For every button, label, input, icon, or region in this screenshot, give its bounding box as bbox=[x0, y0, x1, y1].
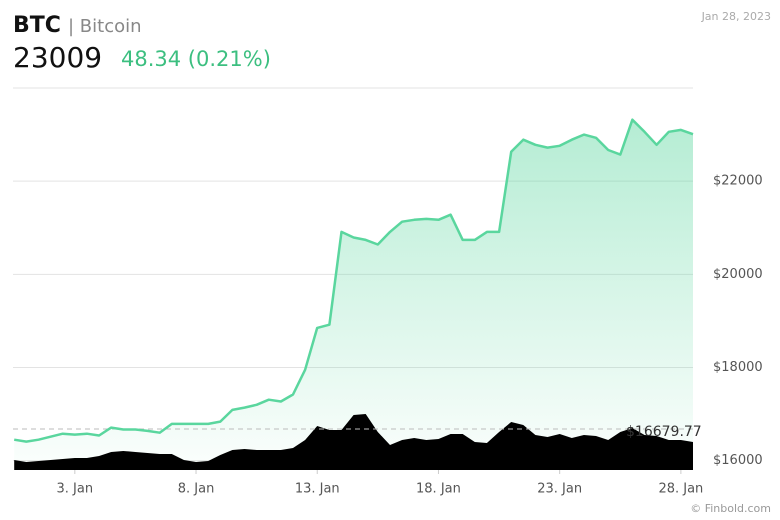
date: Jan 28, 2023 bbox=[701, 10, 771, 23]
x-tick-label: 13. Jan bbox=[295, 482, 340, 497]
x-tick-label: 28. Jan bbox=[658, 482, 703, 497]
x-tick-label: 18. Jan bbox=[416, 482, 461, 497]
volume-area bbox=[14, 414, 693, 470]
change: 48.34 (0.21%) bbox=[121, 47, 271, 71]
y-tick-label: $22000 bbox=[713, 174, 763, 189]
x-tick-label: 3. Jan bbox=[57, 482, 94, 497]
y-tick-label: $20000 bbox=[713, 267, 763, 282]
price-area bbox=[14, 119, 693, 470]
y-tick-label: $18000 bbox=[713, 360, 763, 375]
reference-label: $16679.77 bbox=[626, 424, 702, 440]
y-tick-label: $16000 bbox=[713, 453, 763, 468]
symbol: BTC bbox=[13, 13, 61, 38]
asset-name: | Bitcoin bbox=[68, 16, 142, 37]
x-tick-label: 8. Jan bbox=[178, 482, 215, 497]
x-tick-label: 23. Jan bbox=[537, 482, 582, 497]
credit: © Finbold.com bbox=[690, 502, 771, 515]
price-line bbox=[14, 118, 694, 443]
price: 23009 bbox=[13, 41, 102, 74]
